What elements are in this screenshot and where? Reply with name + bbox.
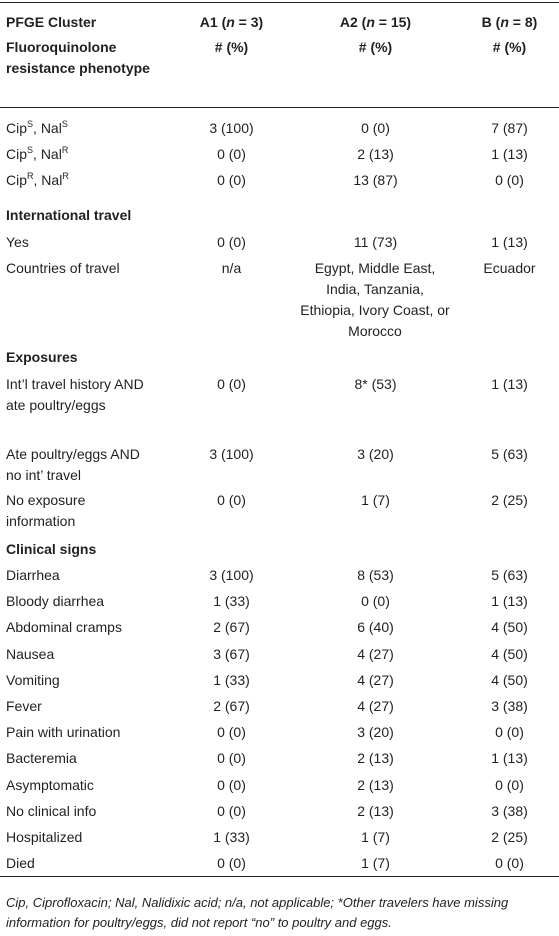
row-label: Died	[6, 855, 35, 872]
cell-a1: 3 (100)	[209, 446, 254, 462]
cell-a2: 8* (53)	[354, 376, 397, 392]
cell-a2: 1 (7)	[361, 492, 390, 508]
cell-b: 4 (50)	[491, 619, 528, 636]
cell-b: 1 (13)	[491, 376, 528, 392]
row-label: Yes	[6, 234, 29, 250]
cell-a2: 2 (13)	[357, 146, 394, 162]
row-label: CipR, NalR	[6, 171, 69, 189]
row-label: Int’l travel history AND ate poultry/egg…	[6, 376, 144, 413]
header-bottom-rule	[0, 107, 559, 108]
cell-a2: 4 (27)	[357, 671, 394, 688]
cell-a1: 0 (0)	[217, 146, 246, 162]
cell-a2: 6 (40)	[357, 619, 394, 636]
table-bottom-rule	[0, 876, 559, 877]
cell-b: 4 (50)	[491, 671, 528, 688]
section-heading: Exposures	[6, 349, 78, 365]
row-label: Bacteremia	[6, 750, 77, 767]
cell-b: 7 (87)	[491, 120, 528, 136]
cell-a1: 2 (67)	[213, 698, 250, 714]
cell-b: 3 (38)	[491, 802, 528, 819]
cell-a1: 0 (0)	[217, 776, 246, 793]
header-a2-unit: # (%)	[358, 39, 393, 55]
cell-b: 3 (38)	[491, 698, 528, 714]
cell-a2: 1 (7)	[361, 829, 390, 845]
row-label: Nausea	[6, 645, 55, 662]
cell-b: Ecuador	[483, 260, 536, 276]
header-cluster-label: PFGE Cluster	[6, 14, 97, 30]
cell-b: 2 (25)	[491, 829, 528, 845]
cell-a1: 2 (67)	[213, 619, 250, 636]
row-label: Asymptomatic	[6, 776, 94, 793]
cell-b: 0 (0)	[495, 855, 524, 872]
cell-b: 5 (63)	[491, 446, 528, 462]
cell-a2: 0 (0)	[361, 593, 390, 610]
cell-a1: 3 (67)	[213, 645, 250, 662]
row-label: CipS, NalS	[6, 119, 68, 137]
header-a1-unit: # (%)	[214, 39, 249, 55]
row-label: CipS, NalR	[6, 145, 69, 163]
cell-a2: 2 (13)	[357, 776, 394, 793]
cell-a2: 2 (13)	[357, 750, 394, 767]
header-b-unit: # (%)	[492, 39, 527, 55]
row-label: Vomiting	[6, 671, 60, 688]
header-phenotype-label: Fluoroquinolone resistance phenotype	[6, 39, 150, 76]
row-label: Pain with urination	[6, 724, 121, 741]
cell-a2: 8 (53)	[357, 567, 394, 583]
cell-b: 1 (13)	[491, 234, 528, 250]
cell-a2: 13 (87)	[353, 172, 398, 188]
cell-a1: 0 (0)	[217, 802, 246, 819]
cell-b: 1 (13)	[491, 593, 528, 610]
cell-b: 1 (13)	[491, 146, 528, 162]
cell-b: 0 (0)	[495, 776, 524, 793]
cell-b: 2 (25)	[491, 492, 528, 508]
cell-a1: n/a	[221, 260, 242, 276]
row-label: Ate poultry/eggs AND no int’ travel	[6, 446, 140, 483]
cell-a2: 4 (27)	[357, 698, 394, 714]
cell-a1: 0 (0)	[217, 234, 246, 250]
cell-a2: 11 (73)	[353, 234, 398, 250]
cell-a2: 3 (20)	[357, 724, 394, 741]
row-label: Diarrhea	[6, 567, 60, 583]
row-label: Bloody diarrhea	[6, 593, 105, 610]
cell-a1: 3 (100)	[209, 120, 254, 136]
cell-a1: 3 (100)	[209, 567, 254, 583]
cell-a1: 1 (33)	[213, 829, 250, 845]
cell-a1: 0 (0)	[217, 492, 246, 508]
header-a1: A1 (n = 3)	[199, 14, 264, 30]
cell-a1: 0 (0)	[217, 855, 246, 872]
row-label: Abdominal cramps	[6, 619, 122, 636]
row-label: Fever	[6, 698, 42, 714]
cell-b: 0 (0)	[495, 172, 524, 188]
cell-a1: 1 (33)	[213, 593, 250, 610]
cell-a2: 4 (27)	[357, 645, 394, 662]
cell-b: 0 (0)	[495, 724, 524, 741]
cell-a1: 0 (0)	[217, 750, 246, 767]
section-heading: Clinical signs	[6, 541, 97, 557]
cell-a1: 0 (0)	[217, 376, 246, 392]
section-heading: International travel	[6, 207, 132, 223]
cell-a1: 0 (0)	[217, 172, 246, 188]
header-a2: A2 (n = 15)	[339, 14, 412, 30]
cell-a2: 2 (13)	[357, 802, 394, 819]
row-label: Countries of travel	[6, 260, 120, 276]
header-b: B (n = 8)	[481, 14, 538, 30]
cell-a2: 3 (20)	[357, 446, 394, 462]
table-footnote: Cip, Ciprofloxacin; Nal, Nalidixic acid;…	[6, 895, 509, 930]
cell-a2: 0 (0)	[361, 120, 390, 136]
row-label: Hospitalized	[6, 829, 83, 845]
cell-a1: 0 (0)	[217, 724, 246, 741]
cell-a1: 1 (33)	[213, 671, 250, 688]
cell-a2: 1 (7)	[361, 855, 390, 872]
cell-b: 5 (63)	[491, 567, 528, 583]
row-label: No clinical info	[6, 802, 97, 819]
cell-a2: Egypt, Middle East, India, Tanzania, Eth…	[300, 260, 450, 339]
cell-b: 1 (13)	[491, 750, 528, 767]
cell-b: 4 (50)	[491, 645, 528, 662]
table-top-rule	[0, 2, 559, 3]
row-label: No exposure information	[6, 492, 86, 529]
